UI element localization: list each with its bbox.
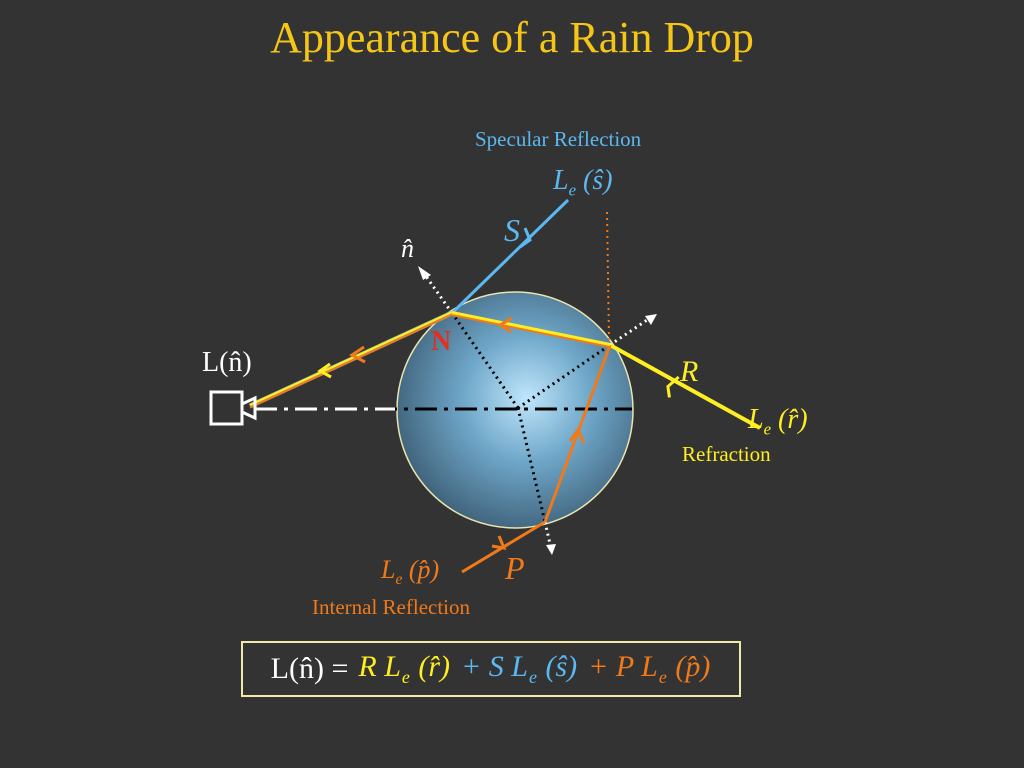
refraction-label: Refraction <box>682 442 771 466</box>
p-label: P <box>505 550 525 586</box>
normal-arrow-n <box>418 266 431 280</box>
internal-arrow <box>491 535 507 550</box>
n-hat-label: n̂ <box>401 234 414 263</box>
internal-path-arrow <box>568 427 586 444</box>
page-title: Appearance of a Rain Drop <box>270 13 754 62</box>
specular-arrow <box>519 227 532 249</box>
vertical-dotted-guide <box>606 211 610 341</box>
chord-arrow <box>497 316 513 334</box>
chord-orange <box>451 314 611 348</box>
internal-normals <box>450 312 611 523</box>
external-normals <box>421 271 651 549</box>
camera-lens <box>240 395 257 421</box>
le-p-label: Le (p̂) <box>381 555 440 589</box>
internal-label: Internal Reflection <box>312 595 471 619</box>
normal-arrow-p <box>546 544 556 555</box>
normal-arrow-r <box>645 314 657 325</box>
s-label: S <box>504 212 520 248</box>
exit-ray-orange <box>249 313 453 409</box>
specular-label: Specular Reflection <box>475 127 642 151</box>
n-label: N <box>431 326 452 357</box>
chord-yellow <box>451 311 611 347</box>
refraction-ray <box>609 343 761 430</box>
exit-arrow-2 <box>317 362 332 379</box>
exit-arrow-1 <box>349 345 366 364</box>
formula-lhs: L(n̂) = <box>270 652 349 685</box>
formula-p-term: + P Le (p̂) <box>588 650 711 687</box>
exit-ray-yellow <box>249 311 453 406</box>
formula-r-term: R Le (r̂) <box>358 650 451 687</box>
l-n-label: L(n̂) <box>202 347 252 378</box>
specular-ray <box>450 198 570 315</box>
formula-box: L(n̂) = R Le (r̂) + S Le (ŝ) + P Le (p̂) <box>241 641 741 697</box>
formula-s-term: + S Le (ŝ) <box>461 650 578 687</box>
camera-body <box>209 390 244 426</box>
refraction-arrow <box>666 375 680 398</box>
le-r-label: Le (r̂) <box>748 404 808 439</box>
internal-path <box>543 344 612 523</box>
le-s-label: Le (ŝ) <box>553 165 613 200</box>
r-label: R <box>680 355 699 388</box>
